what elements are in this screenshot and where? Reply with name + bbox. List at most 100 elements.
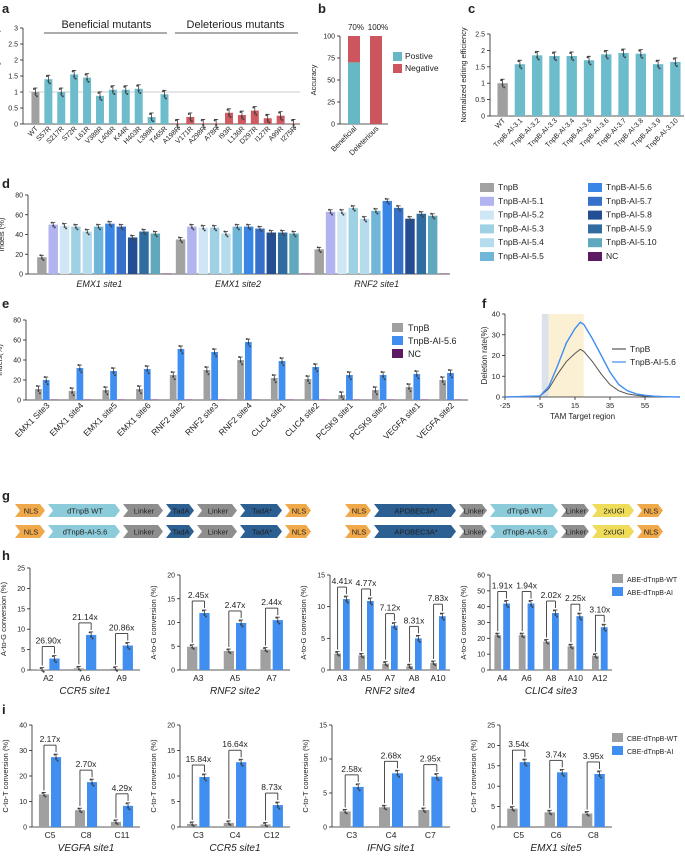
d-site-label: EMX1 site1 (76, 279, 122, 289)
c-data-point (624, 56, 627, 59)
e-data-point (372, 386, 375, 388)
h3-data-point (418, 640, 421, 643)
a-data-point (228, 113, 231, 116)
d-bar-TnpB-AI-5.10 (289, 233, 299, 274)
c-data-point (657, 64, 660, 67)
h4-y-tick-label: 0 (481, 668, 485, 675)
c-data-point (553, 56, 556, 59)
d-bar-TnpB-AI-5.10 (427, 215, 438, 274)
i2-data-point (203, 777, 206, 780)
c-data-point (570, 56, 573, 59)
h2-y-axis-title: A-to-G conversion (%) (149, 585, 158, 660)
h1-bar-ai-A9 (122, 645, 133, 670)
h3-data-point (346, 601, 349, 604)
g-construct-label: Linker (134, 528, 155, 537)
c-data-point (588, 61, 590, 64)
i4-data-point (547, 809, 550, 812)
d-data-point (53, 226, 56, 229)
i2-bar-wt-C4 (223, 822, 234, 827)
i3-bar-wt-C7 (418, 810, 430, 827)
h2-data-point (241, 625, 244, 628)
d-legend-label: TnpB-AI-5.10 (606, 237, 657, 247)
d-data-point (118, 223, 121, 226)
g-construct-block (285, 504, 311, 517)
e-data-point (245, 338, 248, 340)
h4-fold-label: 2.25x (565, 593, 587, 603)
c-x-tick-label: TnpB-AI-3.10 (645, 117, 679, 151)
e-data-point (447, 369, 450, 371)
e-data-point (306, 379, 309, 382)
i1-y-tick-label: 30 (19, 748, 27, 755)
e-data-point (348, 375, 351, 378)
h3-fold-label: 8.31x (404, 615, 426, 625)
c-data-point (500, 79, 503, 82)
g-construct-block (459, 525, 487, 538)
a-data-point (60, 92, 63, 95)
d-data-point (328, 208, 331, 211)
i1-bar-wt-C8 (74, 810, 85, 827)
d-y-tick-label: 60 (15, 212, 23, 219)
h2-y-tick-label: 0 (171, 668, 175, 675)
e-y-tick-label: 80 (13, 318, 21, 325)
d-data-point (87, 233, 90, 236)
i2-data-point (278, 807, 281, 810)
h1-data-point (126, 646, 129, 649)
g-construct-label: NLS (292, 507, 307, 516)
i1-data-point (114, 821, 117, 824)
a-data-point (291, 119, 294, 122)
c-data-point (569, 51, 572, 54)
d-data-point (224, 233, 227, 236)
i2-x-tick-label: C12 (264, 830, 280, 840)
a-data-point (113, 92, 116, 95)
b-legend-label-positive: Postive (405, 51, 433, 61)
panel-label-c: c (468, 1, 475, 16)
g-construct-label: Linker (566, 528, 587, 537)
e-bar-TnpB (439, 380, 447, 400)
a-data-point (150, 117, 153, 120)
d-legend-swatch (588, 238, 602, 248)
h3-bar-ai-A8 (415, 638, 422, 670)
i4-fold-label: 3.54x (508, 739, 530, 749)
a-bar-H403R (134, 88, 143, 124)
h4-data-point (595, 656, 598, 659)
a-bar-L136R (237, 115, 246, 124)
c-data-point (672, 57, 675, 60)
i2-fold-label: 15.84x (186, 754, 212, 764)
a-bar-L406R (108, 89, 117, 124)
e-data-point (305, 375, 308, 377)
h4-bar-wt-A10 (567, 646, 575, 670)
e-data-point (45, 380, 48, 383)
d-data-point (247, 226, 250, 229)
h-legend-swatch (612, 574, 623, 583)
e-data-point (342, 398, 345, 401)
e-legend-label: TnpB (408, 323, 430, 333)
d-data-point (39, 254, 42, 257)
i1-data-point (53, 753, 56, 756)
c-data-point (551, 51, 554, 54)
i4-data-point (525, 764, 528, 767)
e-data-point (380, 371, 383, 373)
d-data-point (99, 228, 102, 231)
g-construct-label: Linker (566, 507, 587, 516)
i4-data-point (598, 774, 601, 777)
e-legend-swatch (392, 323, 403, 332)
a-data-point (294, 126, 297, 129)
e-x-tick-label: CLIC4 site1 (249, 400, 288, 439)
h-legend-swatch (612, 587, 623, 596)
g-construct-block (197, 504, 237, 517)
d-legend-swatch (480, 183, 494, 192)
i3-data-point (422, 809, 425, 812)
e-data-point (146, 369, 149, 372)
chart-layer: 0 0.5 1 1.5 2 2.5 3 Normalized editing efficien… (0, 19, 684, 854)
panel-label-d: d (2, 176, 10, 191)
i1-data-point (91, 782, 94, 785)
e-data-point (137, 385, 139, 387)
d-legend-label: TnpB-AI-5.8 (606, 210, 652, 220)
h1-x-tick-label: A6 (80, 673, 91, 683)
h-legend-label: ABE-dTnpB-AI (627, 590, 673, 597)
c-data-point (586, 56, 589, 59)
b-y-tick-label: 50 (327, 78, 335, 85)
i3-data-point (384, 808, 387, 811)
e-data-point (346, 371, 349, 373)
g-construct-label: 2xUGI (603, 507, 624, 516)
